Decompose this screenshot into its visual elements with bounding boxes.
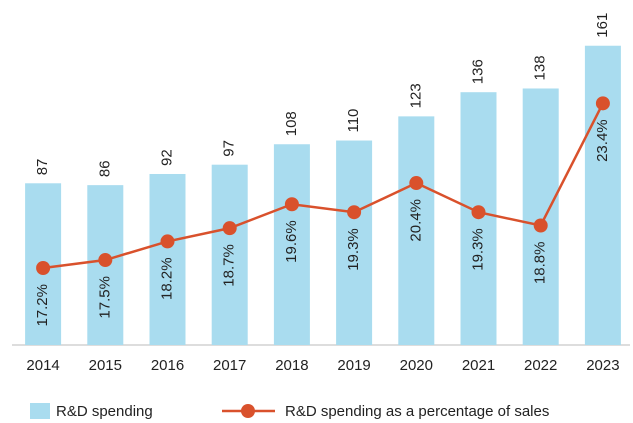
line-marker [36, 260, 51, 275]
x-tick-label: 2015 [89, 357, 122, 374]
bar-value-label: 136 [469, 59, 486, 84]
bar-value-label: 108 [283, 111, 300, 136]
bar [336, 140, 373, 345]
bar [584, 45, 621, 346]
x-tick-label: 2014 [26, 357, 59, 374]
x-tick-label: 2018 [275, 357, 308, 374]
line-value-label: 17.5% [96, 276, 113, 319]
bar-value-label: 97 [221, 140, 238, 157]
line-marker [409, 176, 424, 191]
bar-value-label: 87 [34, 159, 51, 176]
line-marker [222, 221, 237, 236]
x-tick-label: 2023 [586, 357, 619, 374]
legend-marker [241, 404, 255, 418]
x-tick-label: 2017 [213, 357, 246, 374]
bar [149, 173, 186, 345]
line-marker [284, 197, 299, 212]
line-value-label: 19.6% [283, 220, 300, 263]
bar [273, 144, 310, 345]
line-value-label: 18.7% [221, 244, 238, 287]
line-value-label: 17.2% [34, 284, 51, 327]
x-tick-label: 2021 [462, 357, 495, 374]
bar [211, 164, 248, 345]
line-marker [347, 205, 362, 220]
line-marker [533, 218, 548, 233]
line [42, 102, 605, 270]
line-marker [471, 205, 486, 220]
x-tick-label: 2019 [337, 357, 370, 374]
line-marker [595, 96, 610, 111]
x-tick-label: 2016 [151, 357, 184, 374]
line-value-label: 19.3% [345, 228, 362, 271]
line-marker [160, 234, 175, 249]
x-tick-label: 2020 [400, 357, 433, 374]
bar [398, 116, 435, 345]
x-tick-label: 2022 [524, 357, 557, 374]
bar-value-label: 123 [407, 83, 424, 108]
legend-label: R&D spending [56, 403, 153, 420]
legend-label: R&D spending as a percentage of sales [285, 403, 549, 420]
line-value-label: 19.3% [469, 228, 486, 271]
bar-value-label: 110 [345, 109, 362, 133]
bar-value-label: 86 [96, 160, 113, 177]
bar [522, 88, 559, 345]
line-value-label: 18.2% [158, 257, 175, 300]
line-value-label: 20.4% [407, 199, 424, 242]
bar-value-label: 138 [532, 55, 549, 80]
bar-value-label: 161 [594, 13, 611, 38]
line-marker [98, 253, 113, 268]
line-value-label: 23.4% [594, 119, 611, 162]
bar-value-label: 92 [158, 149, 175, 166]
line-value-label: 18.8% [532, 242, 549, 285]
legend-swatch [30, 403, 50, 419]
